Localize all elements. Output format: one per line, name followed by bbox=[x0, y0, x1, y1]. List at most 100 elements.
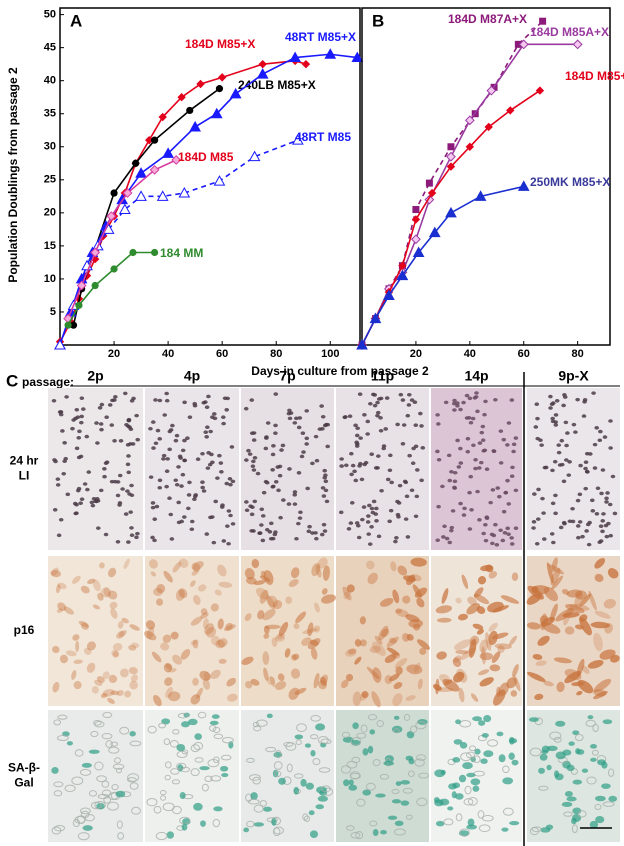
cell bbox=[468, 745, 477, 752]
cell bbox=[319, 532, 325, 537]
cell bbox=[173, 438, 179, 443]
cell bbox=[578, 463, 583, 468]
cell bbox=[354, 639, 362, 647]
marker bbox=[464, 115, 475, 126]
cell bbox=[277, 673, 285, 682]
series-label: 184D M85+X bbox=[185, 37, 255, 51]
cell bbox=[115, 767, 123, 774]
cell bbox=[222, 736, 234, 744]
cell bbox=[75, 415, 81, 420]
cell bbox=[262, 609, 276, 621]
cell bbox=[409, 488, 415, 493]
y-tick-label: 45 bbox=[44, 42, 56, 54]
cell bbox=[531, 585, 539, 593]
cell bbox=[545, 824, 554, 830]
cell bbox=[93, 720, 102, 726]
cell bbox=[263, 446, 269, 451]
cell bbox=[371, 499, 377, 504]
cell bbox=[419, 478, 424, 483]
cell bbox=[190, 744, 201, 753]
cell bbox=[403, 713, 411, 721]
cell bbox=[189, 527, 195, 532]
cell bbox=[165, 663, 173, 670]
marker bbox=[158, 112, 167, 122]
marker bbox=[215, 85, 224, 93]
cell bbox=[414, 587, 428, 598]
cell bbox=[94, 679, 103, 686]
cell bbox=[204, 532, 210, 536]
cell bbox=[361, 505, 367, 509]
x-tick-label: 40 bbox=[162, 348, 174, 360]
cell bbox=[531, 520, 537, 524]
cell bbox=[110, 690, 120, 696]
cell bbox=[575, 524, 581, 528]
cell bbox=[381, 628, 390, 638]
micrograph-cells bbox=[144, 558, 238, 707]
cell bbox=[441, 535, 446, 539]
cell bbox=[51, 567, 59, 576]
cell bbox=[225, 396, 230, 401]
cell bbox=[593, 678, 612, 693]
cell bbox=[513, 675, 521, 692]
series-line bbox=[59, 53, 358, 346]
cell bbox=[403, 480, 409, 485]
cell bbox=[97, 592, 104, 601]
cell bbox=[130, 674, 138, 682]
marker bbox=[177, 93, 186, 102]
cell bbox=[368, 713, 378, 721]
cell bbox=[304, 442, 309, 446]
cell bbox=[75, 640, 80, 652]
cell bbox=[294, 734, 304, 740]
cell bbox=[372, 393, 378, 397]
column-label: 4p bbox=[184, 368, 200, 384]
cell bbox=[601, 783, 611, 790]
cell bbox=[395, 422, 400, 427]
cell bbox=[497, 645, 505, 653]
cell bbox=[602, 719, 613, 725]
cell bbox=[164, 761, 172, 769]
cell bbox=[306, 529, 312, 534]
cell bbox=[159, 790, 167, 796]
cell bbox=[230, 522, 236, 526]
cell bbox=[274, 750, 282, 759]
cell bbox=[249, 398, 255, 402]
marker bbox=[446, 151, 456, 162]
cell bbox=[321, 522, 327, 527]
cell bbox=[478, 669, 490, 676]
cell bbox=[115, 493, 121, 498]
cell bbox=[209, 724, 217, 732]
cell bbox=[221, 421, 226, 426]
cell bbox=[561, 479, 567, 484]
cell bbox=[127, 492, 132, 496]
cell bbox=[610, 474, 616, 479]
cell bbox=[355, 523, 361, 528]
cell bbox=[325, 444, 330, 449]
cell bbox=[361, 691, 369, 699]
cell bbox=[367, 745, 374, 754]
cell bbox=[115, 790, 126, 798]
cell bbox=[608, 533, 614, 538]
cell bbox=[161, 453, 167, 458]
cell bbox=[224, 408, 230, 412]
cell bbox=[227, 477, 233, 481]
cell bbox=[193, 493, 199, 497]
cell bbox=[300, 431, 306, 435]
cell bbox=[574, 624, 584, 630]
cell bbox=[473, 466, 478, 471]
cell bbox=[392, 589, 400, 604]
cell bbox=[312, 757, 321, 766]
cell bbox=[250, 678, 260, 686]
marker bbox=[171, 155, 182, 165]
micrograph-cells bbox=[338, 392, 426, 546]
cell bbox=[310, 715, 321, 722]
marker bbox=[535, 86, 545, 95]
cell bbox=[200, 820, 206, 827]
cell bbox=[590, 757, 597, 762]
cell bbox=[395, 499, 400, 504]
column-label: 7p bbox=[279, 368, 295, 384]
cell bbox=[541, 622, 561, 634]
panel-label: A bbox=[70, 11, 82, 30]
cell bbox=[602, 801, 615, 807]
cell bbox=[592, 466, 598, 470]
